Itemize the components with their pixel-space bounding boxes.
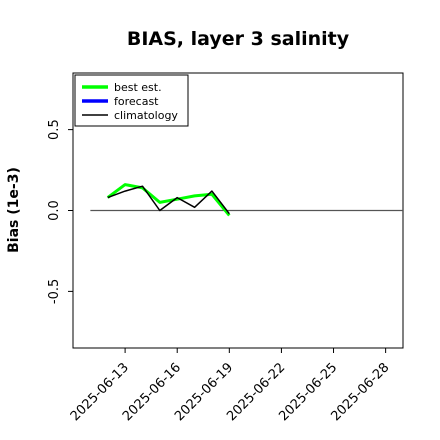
y-tick-label: -0.5: [47, 279, 62, 304]
series-line-climatology: [107, 185, 230, 215]
legend-label: climatology: [114, 109, 178, 122]
legend-label: best est.: [114, 81, 162, 94]
chart-title: BIAS, layer 3 salinity: [127, 28, 350, 50]
y-tick-label: 0.5: [47, 119, 62, 140]
y-axis-label: Bias (1e-3): [6, 167, 22, 253]
plot-area: -0.50.00.52025-06-132025-06-162025-06-19…: [47, 72, 404, 424]
legend-label: forecast: [114, 95, 159, 108]
y-tick-label: 0.0: [47, 200, 62, 221]
